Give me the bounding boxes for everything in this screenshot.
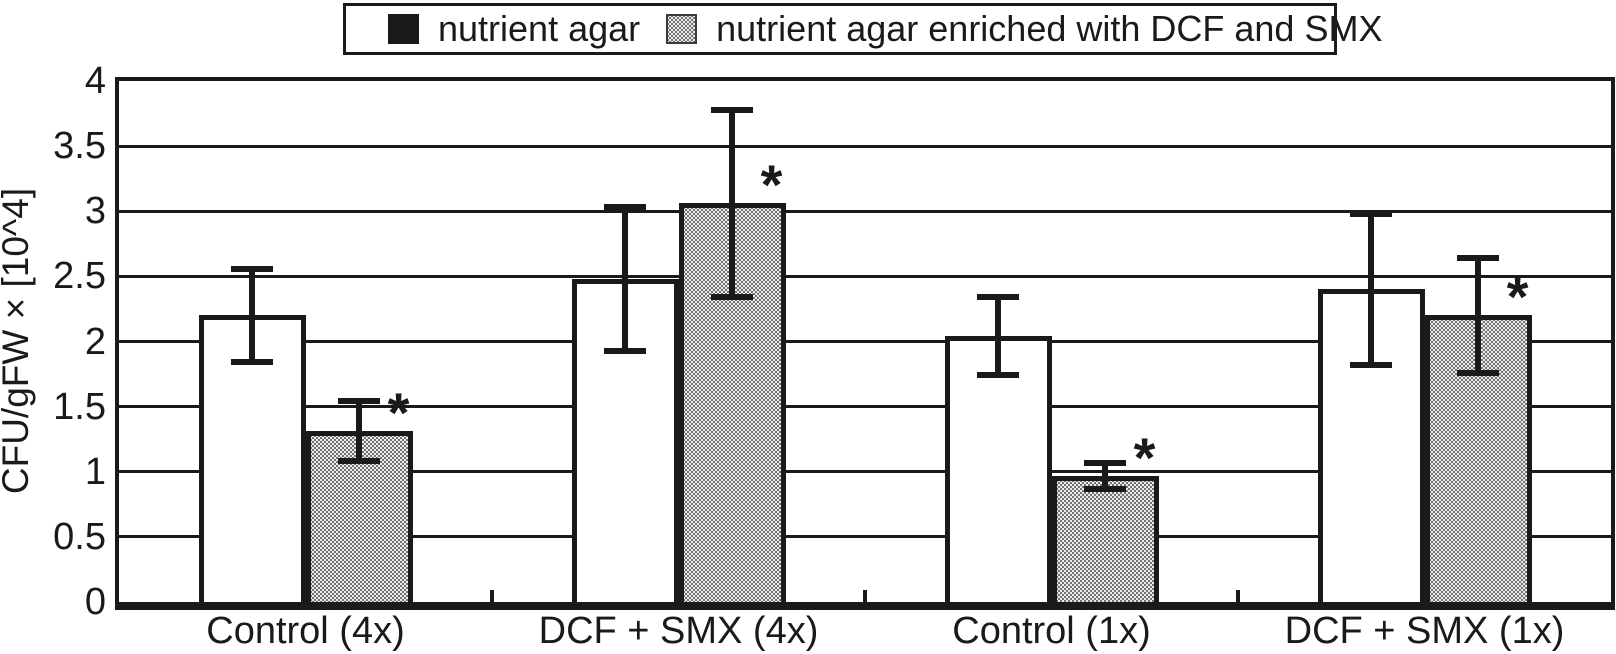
- legend-item-enriched-agar: nutrient agar enriched with DCF and SMX: [666, 11, 1382, 47]
- legend-label-enriched-agar: nutrient agar enriched with DCF and SMX: [716, 8, 1383, 49]
- error-cap-top: [977, 294, 1019, 301]
- y-tick-label: 0: [84, 581, 106, 623]
- bar-s1-c1: [198, 315, 306, 602]
- gridline: [119, 274, 1611, 278]
- significance-asterisk: *: [1133, 425, 1156, 489]
- y-tick-label: 1: [84, 450, 106, 493]
- bar-s2-c4: [1424, 315, 1532, 602]
- error-cap-top: [231, 265, 273, 272]
- y-tick-label: 2.5: [53, 255, 106, 298]
- error-cap-top: [604, 204, 646, 211]
- gridline: [119, 340, 1611, 343]
- error-cap-bottom: [604, 347, 646, 354]
- error-cap-top: [338, 398, 380, 405]
- y-tick-label: 3: [84, 190, 106, 233]
- significance-asterisk: *: [1506, 265, 1529, 329]
- error-bar-s1-c3: [995, 297, 1001, 376]
- y-tick-label: 1.5: [53, 385, 106, 428]
- significance-asterisk: *: [760, 153, 783, 217]
- error-cap-top: [711, 106, 753, 113]
- gridline: [119, 209, 1611, 213]
- error-cap-bottom: [1457, 369, 1499, 376]
- error-bar-s1-c1: [249, 268, 255, 363]
- error-bar-s2-c1: [356, 401, 362, 462]
- legend-swatch-dotted-icon: [666, 14, 698, 44]
- legend-swatch-solid-icon: [388, 14, 419, 44]
- gridline: [119, 144, 1611, 148]
- gridline: [119, 535, 1611, 539]
- x-axis-category-label: DCF + SMX (4x): [538, 610, 819, 652]
- legend-item-nutrient-agar: nutrient agar: [388, 11, 640, 47]
- gridline: [119, 405, 1611, 409]
- bar-s2-c3: [1051, 475, 1159, 602]
- error-cap-top: [1084, 459, 1126, 466]
- error-cap-bottom: [977, 372, 1019, 379]
- x-axis-category-label: DCF + SMX (1x): [1284, 610, 1565, 652]
- error-bar-s2-c4: [1475, 258, 1481, 373]
- error-bar-s2-c3: [1102, 462, 1108, 489]
- x-axis-category-label: Control (1x): [952, 610, 1151, 652]
- gridline: [119, 470, 1611, 474]
- y-tick-label: 0.5: [53, 515, 106, 558]
- y-tick-label: 2: [84, 320, 106, 363]
- error-bar-s1-c2: [622, 207, 628, 351]
- x-axis-tick: [490, 590, 494, 602]
- x-axis-tick: [1236, 590, 1240, 602]
- error-cap-bottom: [1084, 485, 1126, 492]
- error-cap-bottom: [338, 458, 380, 465]
- error-cap-top: [1350, 210, 1392, 217]
- chart-legend: nutrient agar nutrient agar enriched wit…: [343, 3, 1382, 55]
- error-cap-bottom: [1350, 361, 1392, 368]
- y-tick-label: 4: [84, 60, 106, 102]
- y-tick-label: 3.5: [53, 125, 106, 168]
- error-cap-bottom: [711, 294, 753, 301]
- error-cap-top: [1457, 255, 1499, 262]
- error-cap-bottom: [231, 359, 273, 366]
- error-bar-s2-c2: [729, 109, 735, 298]
- legend-label-nutrient-agar: nutrient agar: [438, 8, 641, 49]
- x-axis-tick: [863, 590, 867, 602]
- x-axis-category-label: Control (4x): [206, 610, 405, 652]
- error-bar-s1-c4: [1368, 213, 1374, 365]
- plot-area: * * * *: [115, 77, 1615, 610]
- significance-asterisk: *: [387, 381, 410, 445]
